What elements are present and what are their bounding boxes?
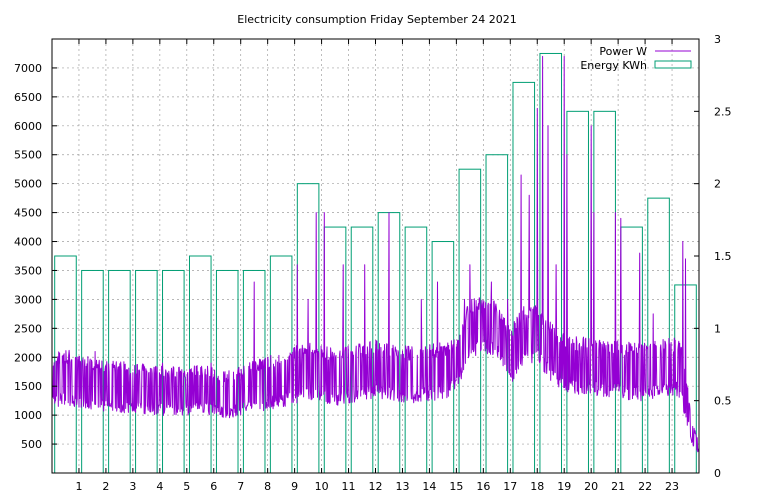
y-tick-label-6: 3500 bbox=[14, 264, 42, 277]
y-tick-label-7: 4000 bbox=[14, 236, 42, 249]
y-tick-label-11: 6000 bbox=[14, 120, 42, 133]
x-tick-label-19: 20 bbox=[584, 480, 598, 493]
legend: Power W Energy KWh bbox=[580, 45, 692, 72]
x-axis: 1 2 3 4 5 6 7 8 9 10 11 12 13 14 15 16 17 18 19 20 21 22 23 bbox=[75, 39, 679, 493]
x-tick-label-12: 13 bbox=[395, 480, 409, 493]
x-tick-label-22: 23 bbox=[665, 480, 679, 493]
x-tick-label-6: 7 bbox=[237, 480, 244, 493]
x-tick-label-16: 17 bbox=[503, 480, 517, 493]
x-tick-label-14: 15 bbox=[449, 480, 463, 493]
y-tick-label-3: 2000 bbox=[14, 351, 42, 364]
x-tick-label-5: 6 bbox=[210, 480, 217, 493]
x-tick-label-2: 3 bbox=[129, 480, 136, 493]
x-tick-label-18: 19 bbox=[557, 480, 571, 493]
energy-bar-5 bbox=[188, 255, 212, 474]
x-tick-label-11: 12 bbox=[369, 480, 383, 493]
y2-tick-label-2: 1 bbox=[714, 322, 721, 335]
x-tick-label-20: 21 bbox=[611, 480, 625, 493]
y-tick-label-0: 500 bbox=[21, 438, 42, 451]
y-tick-label-8: 4500 bbox=[14, 207, 42, 220]
x-tick-label-1: 2 bbox=[102, 480, 109, 493]
legend-label-power: Power W bbox=[599, 45, 647, 58]
y-tick-label-4: 2500 bbox=[14, 322, 42, 335]
energy-bar-17 bbox=[512, 81, 536, 474]
y2-tick-label-1: 0.5 bbox=[714, 395, 732, 408]
y-tick-label-2: 1500 bbox=[14, 380, 42, 393]
y2-tick-label-3: 1.5 bbox=[714, 250, 732, 263]
y-axis-right: 0 0.5 1 1.5 2 2.5 3 bbox=[694, 33, 732, 480]
x-tick-label-8: 9 bbox=[291, 480, 298, 493]
y-tick-label-9: 5000 bbox=[14, 178, 42, 191]
x-tick-label-7: 8 bbox=[264, 480, 271, 493]
y-tick-label-12: 6500 bbox=[14, 91, 42, 104]
chart-title: Electricity consumption Friday September… bbox=[237, 13, 516, 26]
power-series bbox=[51, 55, 700, 453]
y-tick-label-5: 3000 bbox=[14, 293, 42, 306]
x-tick-label-21: 22 bbox=[638, 480, 652, 493]
grid bbox=[52, 39, 699, 473]
y-axis-left: 500 1000 1500 2000 2500 3000 3500 4000 4500 5000 5… bbox=[14, 62, 57, 451]
x-tick-label-13: 14 bbox=[422, 480, 436, 493]
energy-bar-22 bbox=[647, 197, 670, 474]
x-tick-label-4: 5 bbox=[183, 480, 190, 493]
x-tick-label-3: 4 bbox=[156, 480, 163, 493]
y2-tick-label-6: 3 bbox=[714, 33, 721, 46]
energy-bar-6 bbox=[215, 269, 239, 474]
y2-tick-label-0: 0 bbox=[714, 467, 721, 480]
energy-bar-20 bbox=[593, 110, 616, 474]
y2-tick-label-5: 2.5 bbox=[714, 105, 732, 118]
y-tick-label-1: 1000 bbox=[14, 409, 42, 422]
legend-swatch-energy bbox=[654, 60, 692, 69]
x-tick-label-17: 18 bbox=[530, 480, 544, 493]
y-tick-label-13: 7000 bbox=[14, 62, 42, 75]
x-tick-label-9: 10 bbox=[315, 480, 329, 493]
legend-label-energy: Energy KWh bbox=[580, 59, 647, 72]
x-tick-label-0: 1 bbox=[75, 480, 82, 493]
y-tick-label-10: 5500 bbox=[14, 149, 42, 162]
power-line bbox=[51, 55, 700, 453]
x-tick-label-15: 16 bbox=[476, 480, 490, 493]
y2-tick-label-4: 2 bbox=[714, 178, 721, 191]
x-tick-label-10: 11 bbox=[342, 480, 356, 493]
energy-bar-19 bbox=[566, 110, 589, 474]
